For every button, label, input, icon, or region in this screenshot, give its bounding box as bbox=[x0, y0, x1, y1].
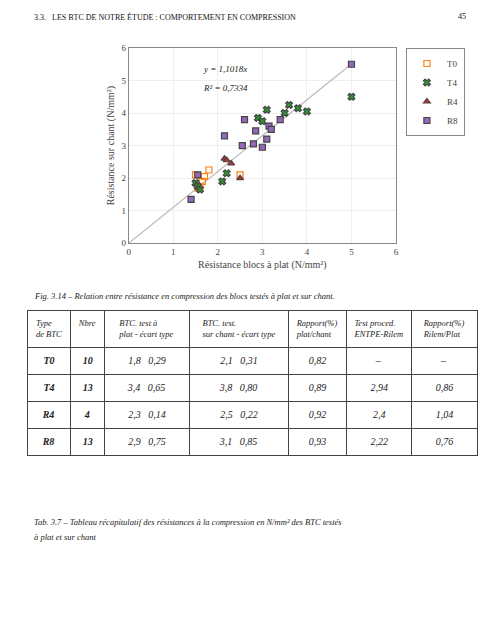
svg-text:0,93: 0,93 bbox=[309, 436, 327, 447]
svg-text:Fig. 3.14 – Relation entre rés: Fig. 3.14 – Relation entre résistance en… bbox=[34, 291, 335, 301]
svg-text:Test proced.ENTPE-Rilem: Test proced.ENTPE-Rilem bbox=[353, 318, 403, 339]
svg-text:2,1 0,31: 2,1 0,31 bbox=[220, 355, 258, 366]
svg-text:3.3. LES BTC DE NOTRE ÉTUDE: 3.3. LES BTC DE NOTRE ÉTUDE : COMPORTEME… bbox=[34, 12, 296, 22]
svg-text:13: 13 bbox=[83, 436, 93, 447]
svg-text:2: 2 bbox=[121, 173, 126, 183]
svg-text:1,8 0,29: 1,8 0,29 bbox=[128, 355, 166, 366]
svg-text:3,8 0,80: 3,8 0,80 bbox=[219, 382, 258, 393]
svg-text:3,1 0,85: 3,1 0,85 bbox=[219, 436, 258, 447]
svg-text:Typede BTC: Typede BTC bbox=[36, 318, 62, 339]
svg-text:0,86: 0,86 bbox=[436, 382, 454, 393]
svg-text:2,22: 2,22 bbox=[370, 436, 388, 447]
svg-text:–: – bbox=[375, 355, 382, 366]
svg-text:0: 0 bbox=[121, 238, 126, 248]
svg-text:T0: T0 bbox=[447, 59, 457, 69]
svg-text:Rapport(%)Rilem/Plat: Rapport(%)Rilem/Plat bbox=[423, 318, 465, 339]
svg-text:3: 3 bbox=[260, 247, 265, 257]
svg-text:2,9 0,75: 2,9 0,75 bbox=[128, 436, 166, 447]
svg-text:4: 4 bbox=[121, 108, 126, 118]
svg-text:0: 0 bbox=[126, 247, 131, 257]
svg-text:10: 10 bbox=[83, 355, 93, 366]
svg-text:à plat et sur chant: à plat et sur chant bbox=[34, 532, 96, 542]
svg-text:R4: R4 bbox=[447, 97, 458, 107]
svg-text:R8: R8 bbox=[447, 116, 458, 126]
svg-text:T0: T0 bbox=[43, 355, 54, 366]
svg-text:y = 1,1018x: y = 1,1018x bbox=[203, 64, 247, 74]
svg-text:0,89: 0,89 bbox=[309, 382, 327, 393]
svg-text:1: 1 bbox=[121, 206, 126, 216]
svg-text:Résistance sur chant (N/mm²): Résistance sur chant (N/mm²) bbox=[105, 86, 117, 205]
svg-text:–: – bbox=[440, 355, 447, 366]
svg-text:T4: T4 bbox=[447, 78, 457, 88]
svg-text:0,76: 0,76 bbox=[436, 436, 454, 447]
svg-text:6: 6 bbox=[394, 247, 399, 257]
svg-text:R4: R4 bbox=[42, 409, 55, 420]
svg-text:45: 45 bbox=[458, 12, 466, 21]
svg-text:0,82: 0,82 bbox=[309, 355, 327, 366]
svg-text:1: 1 bbox=[171, 247, 176, 257]
svg-text:2: 2 bbox=[216, 247, 221, 257]
svg-text:4: 4 bbox=[305, 247, 310, 257]
svg-text:4: 4 bbox=[84, 409, 90, 420]
svg-text:R8: R8 bbox=[42, 436, 55, 447]
svg-text:R² = 0,7334: R² = 0,7334 bbox=[203, 83, 248, 93]
svg-text:T4: T4 bbox=[43, 382, 54, 393]
svg-text:13: 13 bbox=[83, 382, 93, 393]
svg-text:3,4 0,65: 3,4 0,65 bbox=[127, 382, 166, 393]
svg-text:2,3 0,14: 2,3 0,14 bbox=[128, 409, 166, 420]
svg-text:Résistance blocs à plat (N/mm²: Résistance blocs à plat (N/mm²) bbox=[198, 259, 327, 271]
svg-text:5: 5 bbox=[349, 247, 354, 257]
svg-text:2,5 0,22: 2,5 0,22 bbox=[220, 409, 258, 420]
svg-text:BTC. test àplat - écart type: BTC. test àplat - écart type bbox=[118, 318, 173, 339]
svg-text:Nbre: Nbre bbox=[78, 318, 96, 328]
svg-text:2,4: 2,4 bbox=[373, 409, 386, 420]
svg-text:3: 3 bbox=[121, 141, 126, 151]
svg-text:5: 5 bbox=[121, 76, 126, 86]
svg-text:6: 6 bbox=[121, 43, 126, 53]
svg-text:Rapport(%)plat/chant: Rapport(%)plat/chant bbox=[296, 318, 338, 339]
svg-text:BTC. test.sur chant - écart ty: BTC. test.sur chant - écart type bbox=[202, 318, 275, 339]
svg-text:2,94: 2,94 bbox=[370, 382, 388, 393]
svg-text:Tab. 3.7 – Tableau récapitulat: Tab. 3.7 – Tableau récapitulatif des rés… bbox=[34, 517, 342, 527]
svg-text:0,92: 0,92 bbox=[309, 409, 327, 420]
svg-text:1,04: 1,04 bbox=[436, 409, 454, 420]
